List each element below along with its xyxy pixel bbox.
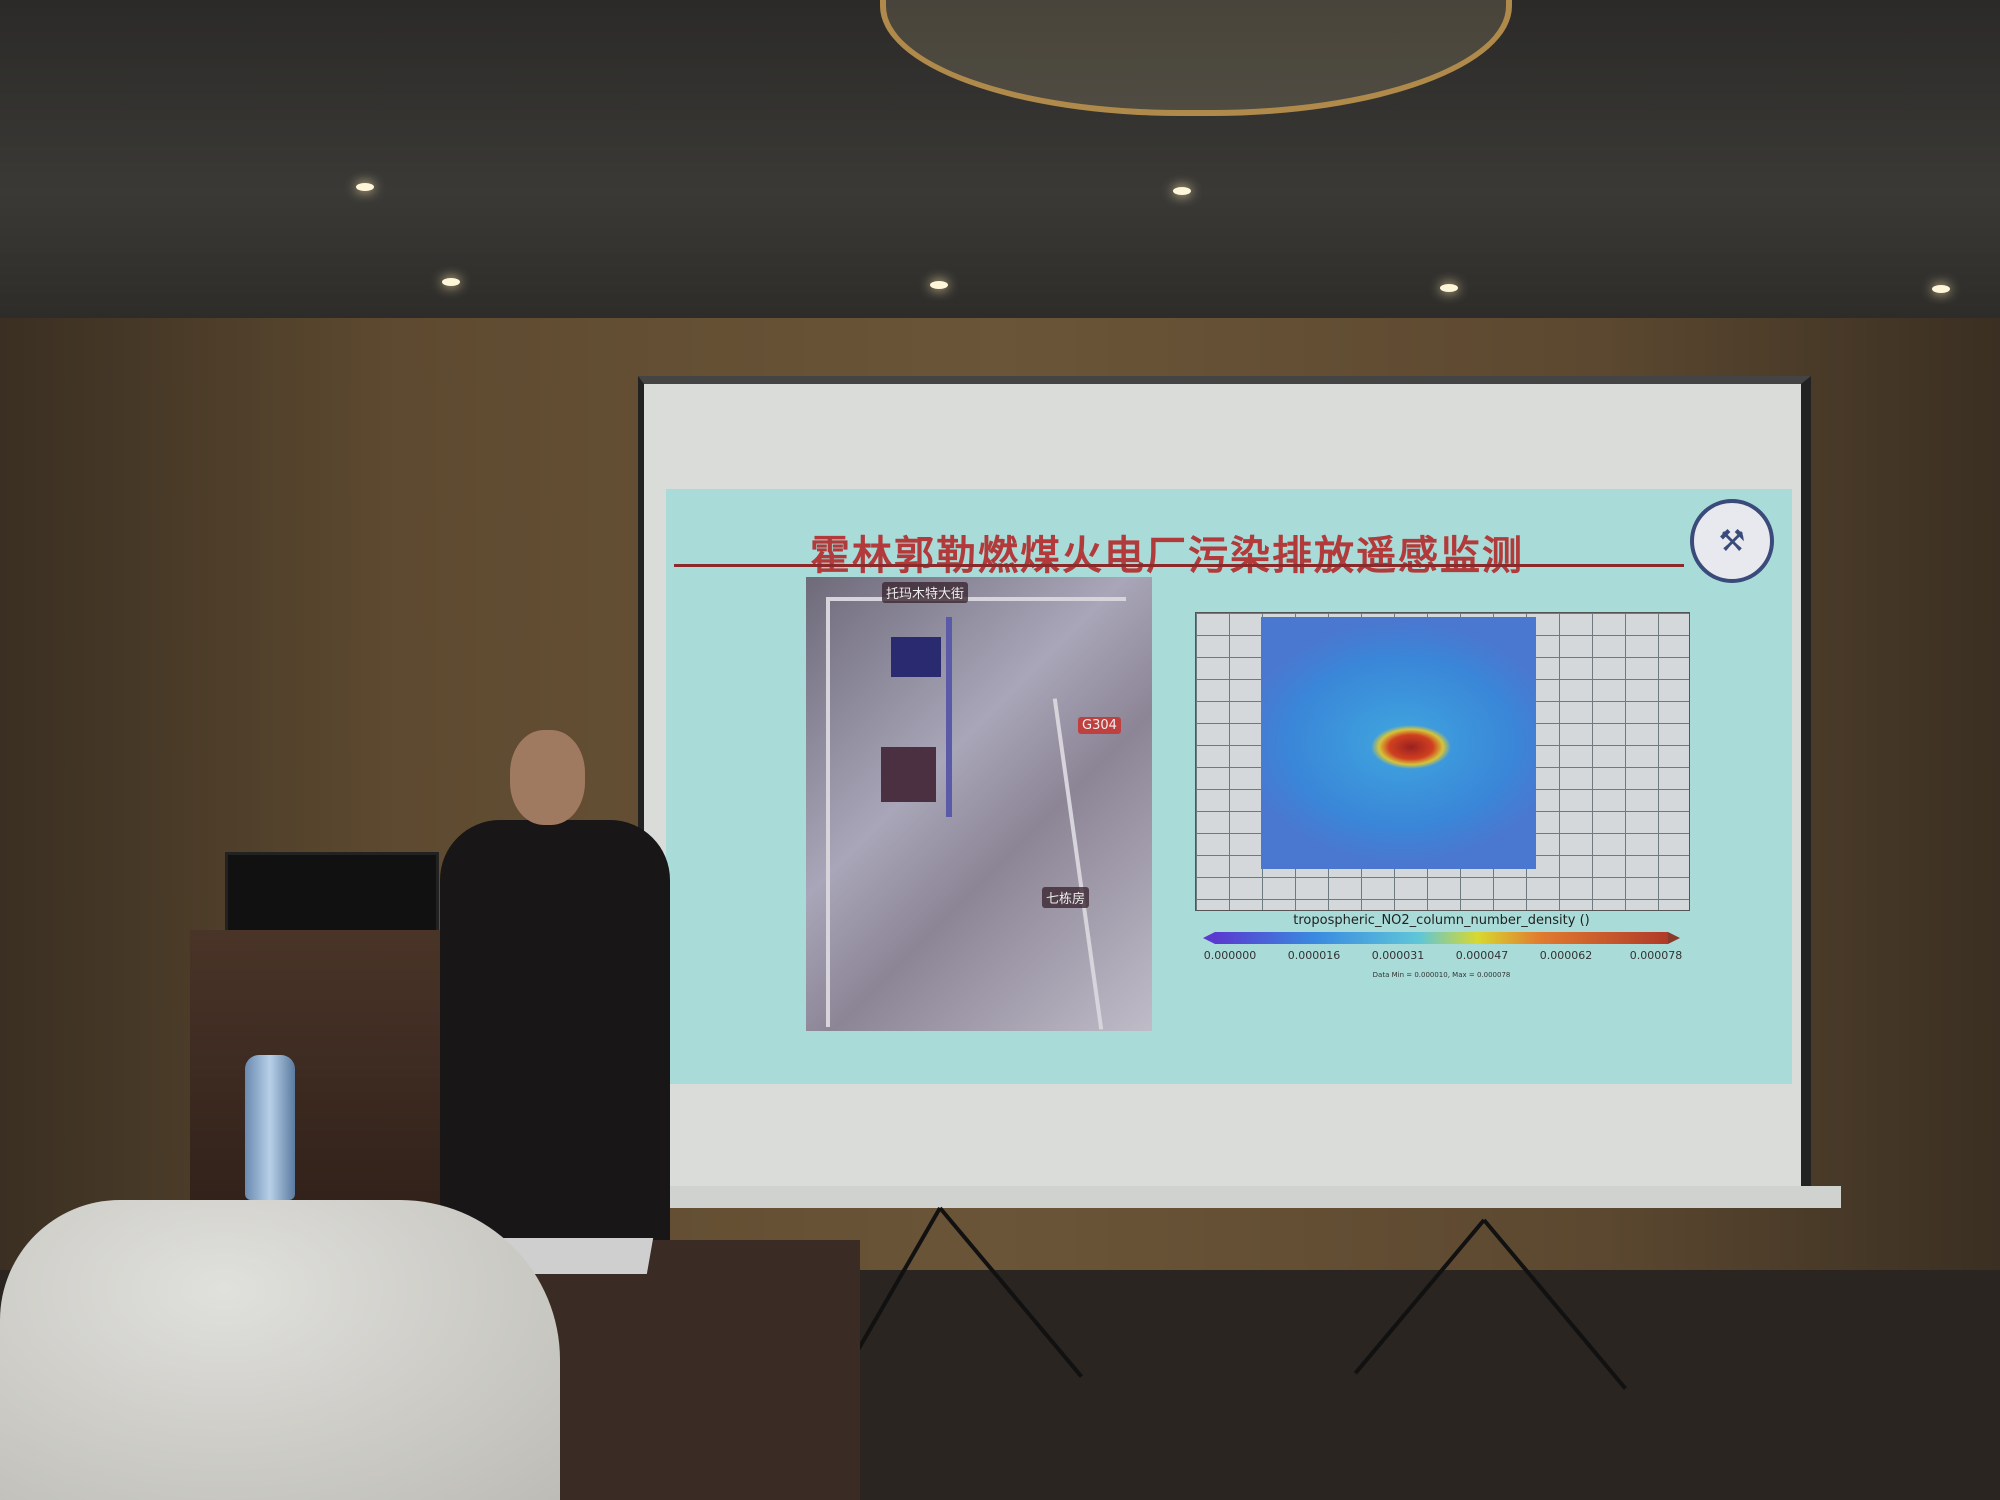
ceiling-light	[1440, 284, 1458, 292]
colorbar-tick: 0.000031	[1371, 949, 1425, 962]
colorbar-tick: 0.000016	[1287, 949, 1341, 962]
no2-plume	[1261, 617, 1536, 869]
colorbar-tick: 0.000078	[1629, 949, 1683, 962]
ceiling-light	[1932, 285, 1950, 293]
podium-monitor	[225, 852, 439, 938]
screen-bottom-bar	[636, 1186, 1841, 1208]
colorbar-tick: 0.000062	[1539, 949, 1593, 962]
colorbar-min-arrow	[1203, 932, 1215, 944]
chair	[0, 1200, 560, 1500]
ceiling-light	[442, 278, 460, 286]
satellite-map: 托玛木特大街 G304 七栋房	[806, 577, 1152, 1031]
colorbar-max-arrow	[1668, 932, 1680, 944]
colorbar-tick: 0.000000	[1203, 949, 1257, 962]
colorbar-title: tropospheric_NO2_column_number_density (…	[1293, 913, 1590, 928]
presenter-head	[510, 730, 585, 825]
slide-title: 霍林郭勒燃煤火电厂污染排放遥感监测	[810, 532, 1524, 579]
ceiling-light	[1173, 187, 1191, 195]
presenter-body	[440, 820, 670, 1240]
ceiling-light	[930, 281, 948, 289]
map-label-street: 托玛木特大街	[882, 582, 969, 603]
map-label-highway: G304	[1078, 717, 1121, 734]
presentation-slide: 霍林郭勒燃煤火电厂污染排放遥感监测 ⚒ 托玛木特大街 G304 七栋房 trop…	[666, 489, 1792, 1084]
no2-heatmap	[1195, 612, 1690, 911]
colorbar-tick: 0.000047	[1455, 949, 1509, 962]
colorbar	[1215, 932, 1668, 944]
ceiling-light	[356, 183, 374, 191]
presenter	[430, 730, 700, 1240]
colorbar-data-range: Data Min = 0.000010, Max = 0.000078	[1372, 971, 1511, 979]
water-bottle	[245, 1055, 295, 1200]
title-divider	[674, 564, 1684, 567]
map-label-village: 七栋房	[1042, 887, 1090, 908]
university-logo: ⚒	[1690, 499, 1774, 583]
